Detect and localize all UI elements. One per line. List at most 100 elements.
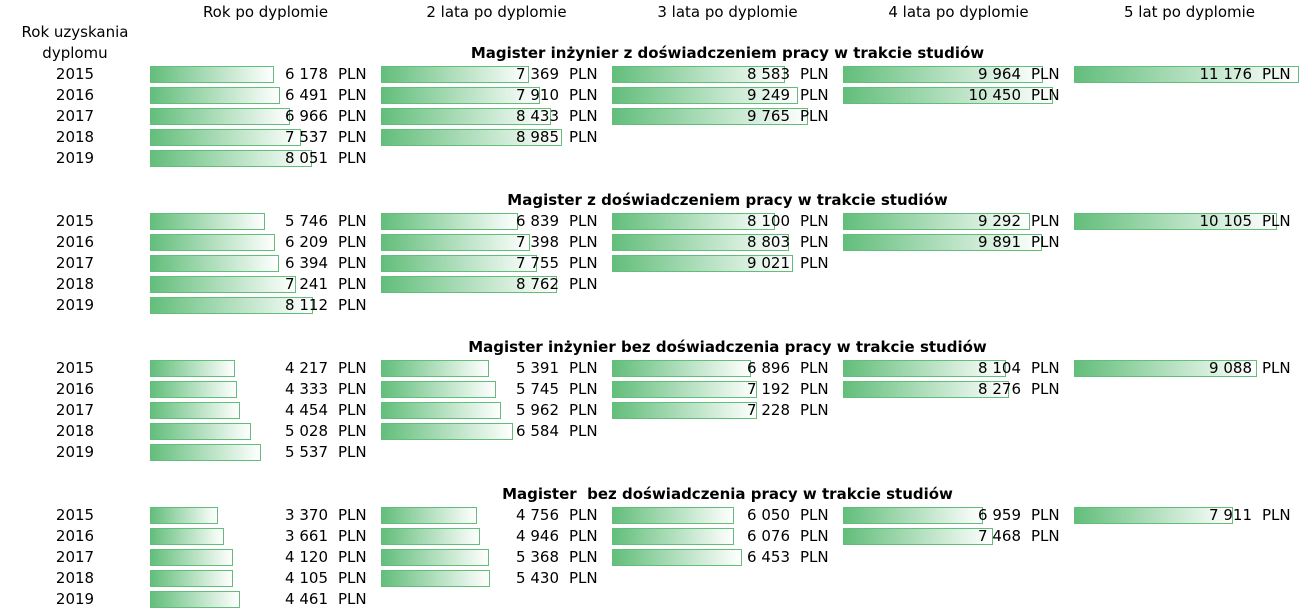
data-bar [612,213,775,230]
value-label: 4 333 [285,380,328,398]
value-label: 7 537 [285,128,328,146]
value-label: 7 192 [747,380,790,398]
value-label: 4 946 [516,527,559,545]
unit-label: PLN [800,107,829,125]
data-bar [150,276,296,293]
unit-label: PLN [569,548,598,566]
unit-label: PLN [1262,212,1291,230]
year-label: 2015 [55,506,95,524]
data-bar [381,129,562,146]
unit-label: PLN [338,254,367,272]
value-label: 8 112 [285,296,328,314]
value-label: 6 896 [747,359,790,377]
value-label: 4 217 [285,359,328,377]
year-label: 2015 [55,212,95,230]
section-title: Magister z doświadczeniem pracy w trakci… [507,191,948,209]
value-label: 7 910 [516,86,559,104]
data-bar [381,66,530,83]
unit-label: PLN [338,527,367,545]
data-bar [150,150,312,167]
value-label: 6 076 [747,527,790,545]
data-bar [612,66,785,83]
data-bar [150,234,275,251]
value-label: 6 050 [747,506,790,524]
value-label: 6 966 [285,107,328,125]
year-label: 2019 [55,590,95,608]
unit-label: PLN [800,548,829,566]
value-label: 6 178 [285,65,328,83]
unit-label: PLN [338,569,367,587]
value-label: 4 105 [285,569,328,587]
data-bar [612,402,758,419]
value-label: 6 491 [285,86,328,104]
year-label: 2018 [55,569,95,587]
data-bar [150,423,252,440]
data-bar [612,234,789,251]
data-bar [1074,66,1299,83]
value-label: 6 453 [747,548,790,566]
data-bar [381,255,537,272]
value-label: 10 450 [968,86,1022,104]
data-bar [843,87,1054,104]
unit-label: PLN [569,380,598,398]
unit-label: PLN [338,107,367,125]
column-header: Rok po dyplomie [202,3,329,21]
year-label: 2019 [55,149,95,167]
data-bar [381,213,519,230]
data-bar [150,213,266,230]
unit-label: PLN [800,359,829,377]
data-bar [612,87,798,104]
unit-label: PLN [569,506,598,524]
data-bar [150,528,224,545]
data-bar [381,507,477,524]
value-label: 3 370 [285,506,328,524]
value-label: 9 249 [747,86,790,104]
value-label: 7 911 [1209,506,1252,524]
data-bar [150,108,291,125]
value-label: 6 959 [978,506,1021,524]
unit-label: PLN [338,275,367,293]
unit-label: PLN [800,254,829,272]
unit-label: PLN [569,86,598,104]
value-label: 10 105 [1199,212,1253,230]
unit-label: PLN [569,569,598,587]
value-label: 5 745 [516,380,559,398]
data-bar [843,528,994,545]
data-bar [843,507,983,524]
unit-label: PLN [1031,527,1060,545]
data-bar [843,213,1030,230]
unit-label: PLN [338,506,367,524]
data-bar [1074,213,1278,230]
year-label: 2018 [55,422,95,440]
unit-label: PLN [338,359,367,377]
unit-label: PLN [569,65,598,83]
year-label: 2016 [55,380,95,398]
data-bar [381,528,481,545]
data-bar [381,423,514,440]
year-label: 2016 [55,233,95,251]
value-label: 9 088 [1209,359,1252,377]
value-label: 3 661 [285,527,328,545]
value-label: 8 100 [747,212,790,230]
data-bar [612,255,794,272]
year-label: 2019 [55,296,95,314]
unit-label: PLN [338,149,367,167]
data-bar [150,255,279,272]
unit-label: PLN [338,380,367,398]
unit-label: PLN [569,107,598,125]
unit-label: PLN [338,548,367,566]
unit-label: PLN [569,422,598,440]
data-bar [150,402,240,419]
value-label: 8 583 [747,65,790,83]
value-label: 5 962 [516,401,559,419]
value-label: 4 120 [285,548,328,566]
value-label: 7 468 [978,527,1021,545]
data-bar [612,108,809,125]
value-label: 6 209 [285,233,328,251]
year-label: 2018 [55,128,95,146]
unit-label: PLN [338,590,367,608]
data-bar [150,507,218,524]
value-label: 5 028 [285,422,328,440]
value-label: 11 176 [1199,65,1253,83]
